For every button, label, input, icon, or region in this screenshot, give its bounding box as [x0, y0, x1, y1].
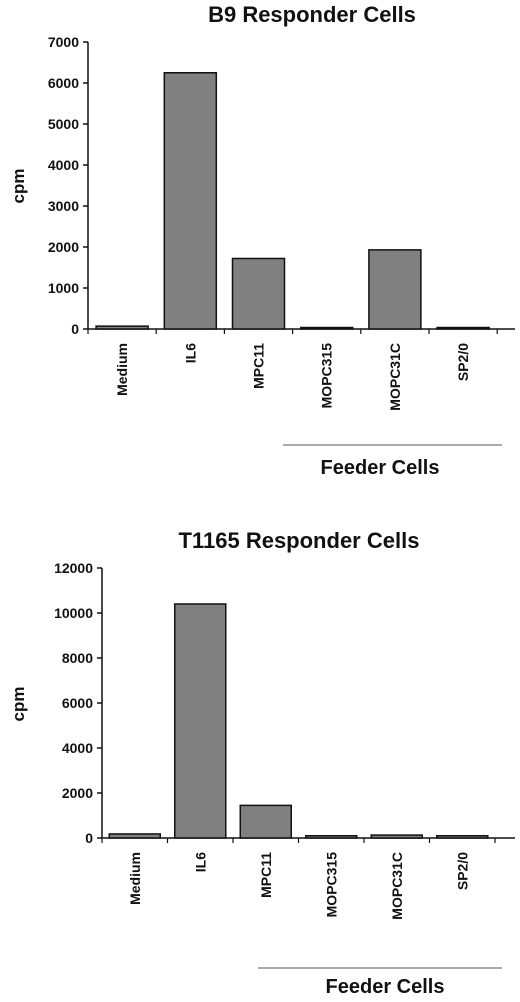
x-category-label: MPC11 [251, 343, 267, 389]
y-axis-label: cpm [9, 169, 28, 204]
y-tick-label: 0 [85, 830, 93, 846]
x-category-label: MOPC31C [387, 343, 403, 411]
bar-mopc31c [370, 834, 423, 839]
bar-mpc11 [239, 804, 292, 839]
y-tick-label: 0 [71, 321, 79, 337]
bar-medium [108, 833, 161, 839]
y-tick-label: 4000 [62, 740, 93, 756]
x-category-label: Medium [114, 343, 130, 396]
bar-medium [95, 325, 149, 330]
y-tick-label: 10000 [54, 605, 93, 621]
y-tick-label: 6000 [62, 695, 93, 711]
x-category-label: MPC11 [258, 852, 274, 898]
x-category-label: MOPC315 [323, 852, 339, 918]
bar-il6 [174, 603, 227, 839]
y-tick-label: 8000 [62, 650, 93, 666]
bar-mopc315 [305, 835, 358, 839]
x-category-label: MOPC315 [319, 343, 335, 409]
y-tick-label: 5000 [48, 116, 79, 132]
feeder-cells-label: Feeder Cells [321, 457, 440, 479]
y-tick-label: 6000 [48, 75, 79, 91]
feeder-cells-label: Feeder Cells [326, 976, 445, 998]
y-tick-label: 2000 [62, 785, 93, 801]
chart-title: T1165 Responder Cells [179, 528, 420, 553]
bar-mopc31c [368, 249, 422, 330]
y-axis-label: cpm [9, 687, 28, 722]
y-tick-label: 12000 [54, 560, 93, 576]
x-category-label: SP2/0 [455, 343, 471, 381]
chart-b9-responder-cells: B9 Responder Cells cpm Feeder Cells 0 100… [9, 2, 515, 479]
x-category-label: IL6 [182, 343, 198, 363]
chart-t1165-responder-cells: T1165 Responder Cells cpm Feeder Cells 0… [9, 528, 515, 998]
bar-sp2-0 [436, 835, 489, 839]
chart-title: B9 Responder Cells [208, 2, 416, 27]
bar-mopc315 [299, 326, 354, 330]
y-tick-label: 7000 [48, 34, 79, 50]
x-category-label: Medium [127, 852, 143, 905]
x-category-label: SP2/0 [454, 852, 470, 890]
bar-il6 [163, 72, 218, 330]
bar-mpc11 [231, 257, 286, 330]
y-tick-label: 4000 [48, 157, 79, 173]
x-category-label: MOPC31C [389, 852, 405, 920]
y-tick-label: 3000 [48, 198, 79, 214]
bar-sp2-0 [436, 326, 490, 330]
y-tick-label: 1000 [48, 280, 79, 296]
x-category-label: IL6 [192, 852, 208, 872]
y-tick-label: 2000 [48, 239, 79, 255]
